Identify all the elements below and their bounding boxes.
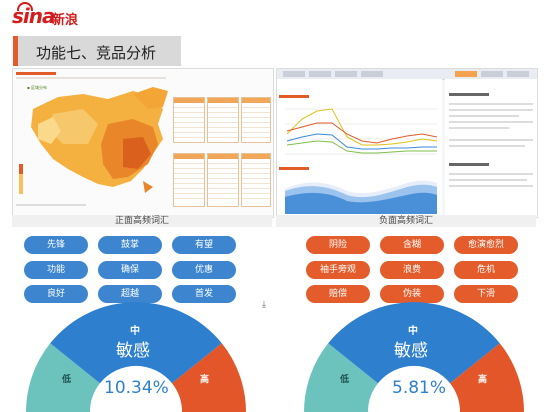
table-2 (207, 97, 239, 143)
negative-word-pill: 危机 (454, 261, 518, 279)
positive-word-pill: 首发 (172, 285, 236, 303)
page-title: 功能七、竞品分析 (36, 44, 157, 62)
china-heatmap: ▪ 区域分布 (13, 69, 273, 217)
positive-screenshot-panel: ▪ 区域分布 (12, 68, 274, 218)
download-icon[interactable]: ⤓ (262, 300, 266, 310)
table-4 (173, 153, 205, 207)
logo-cn: 新浪 (52, 13, 79, 28)
positive-word-pill: 优惠 (172, 261, 236, 279)
gauge-right-high-label: 高 (478, 375, 488, 385)
negative-word-pill: 下滑 (454, 285, 518, 303)
caption-negative: 负面高频词汇 (276, 215, 536, 227)
negative-word-pill: 浪费 (380, 261, 444, 279)
gauge-left-value: 10.34% (104, 378, 169, 398)
negative-word-pill: 伪装 (380, 285, 444, 303)
gauge-right-mid-segment (328, 302, 500, 384)
gauge-left-needle (92, 398, 140, 412)
gauge-right-top-label: 中 (408, 326, 418, 337)
gauge-right-center-label: 敏感 (394, 341, 428, 361)
positive-word-pill: 功能 (24, 261, 88, 279)
positive-word-pill: 先锋 (24, 236, 88, 254)
gauge-right-low-segment (304, 343, 378, 412)
gauge-left-top-label: 中 (130, 326, 140, 337)
positive-word-pill: 超越 (98, 285, 162, 303)
gauge-left-low-segment (26, 343, 100, 412)
gauge-right-needle (368, 399, 418, 412)
negative-word-pill: 愈演愈烈 (454, 236, 518, 254)
table-5 (207, 153, 239, 207)
trend-charts (277, 79, 537, 217)
title-accent (13, 36, 18, 66)
gauge-right (304, 302, 524, 412)
gauge-right-high-segment (450, 343, 524, 412)
table-1 (173, 97, 205, 143)
gauge-left-high-label: 高 (200, 375, 210, 385)
negative-word-pill: 阴险 (306, 236, 370, 254)
gauge-left-high-segment (172, 343, 246, 412)
table-6 (241, 153, 271, 207)
positive-word-pill: 良好 (24, 285, 88, 303)
negative-screenshot-panel (276, 68, 538, 218)
gauge-left (26, 302, 246, 412)
gauge-left-low-label: 低 (62, 375, 72, 385)
gauge-right-low-label: 低 (340, 375, 350, 385)
title-bar (13, 36, 181, 66)
positive-word-pill: 确保 (98, 261, 162, 279)
negative-word-pill: 含糊 (380, 236, 444, 254)
svg-text:▪ 区域分布: ▪ 区域分布 (27, 84, 47, 90)
sensitivity-gauges (26, 302, 524, 412)
negative-word-pill: 袖手旁观 (306, 261, 370, 279)
negative-word-pill: 赔偿 (306, 285, 370, 303)
gauge-right-value: 5.81% (392, 378, 447, 398)
positive-word-pill: 鼓掌 (98, 236, 162, 254)
gauge-left-mid-segment (50, 302, 222, 384)
table-3 (241, 97, 271, 143)
gauge-left-center-label: 敏感 (116, 341, 150, 361)
positive-word-pill: 有望 (172, 236, 236, 254)
logo-text: sina (12, 4, 55, 28)
logo-eye-icon (17, 2, 33, 11)
caption-positive: 正面高频词汇 (12, 215, 272, 227)
